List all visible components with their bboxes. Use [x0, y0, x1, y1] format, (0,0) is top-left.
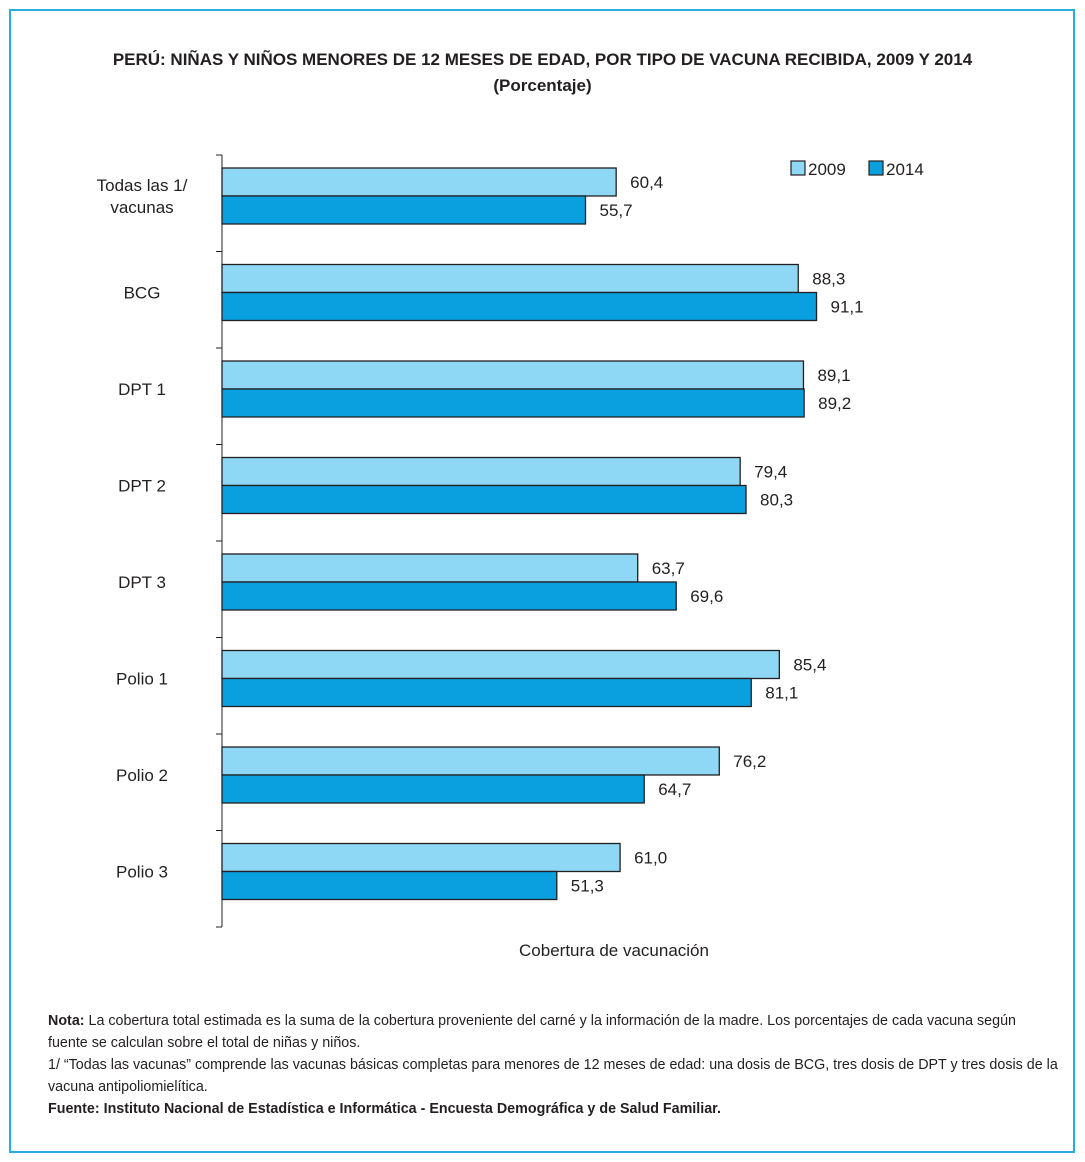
bar-2014 [221, 484, 747, 515]
legend-label-2009: 2009 [808, 160, 846, 179]
bar-2014 [221, 291, 818, 322]
data-label-2009: 60,4 [630, 173, 663, 192]
category-label: DPT 2 [118, 477, 166, 496]
legend-swatch-2014 [868, 160, 884, 176]
bar-2014 [221, 581, 677, 611]
data-label-2009: 79,4 [754, 463, 787, 482]
data-label-2009: 63,7 [652, 559, 685, 578]
data-label-2014: 64,7 [658, 780, 691, 799]
bar-2014 [221, 195, 587, 225]
nota-text: La cobertura total estimada es la suma d… [48, 1013, 1016, 1051]
data-label-2009: 89,1 [817, 366, 850, 385]
legend-swatch-2009 [790, 160, 806, 176]
nota-label: Nota: [48, 1013, 85, 1029]
data-label-2014: 80,3 [760, 491, 793, 510]
category-label: DPT 1 [118, 380, 166, 399]
x-axis-label: Cobertura de vacunación [519, 941, 709, 960]
data-label-2009: 88,3 [812, 270, 845, 289]
category-label: Polio 3 [116, 863, 168, 882]
category-label: Polio 2 [116, 766, 168, 785]
nota-paragraph: Nota: La cobertura total estimada es la … [48, 1010, 1058, 1054]
chart-subtitle: (Porcentaje) [493, 76, 592, 95]
bar-2009 [221, 649, 780, 680]
category-label: Polio 1 [116, 670, 168, 689]
bar-2009 [221, 746, 720, 776]
bar-2014 [221, 870, 558, 901]
data-label-2014: 55,7 [599, 201, 632, 220]
category-label: vacunas [110, 198, 173, 217]
data-label-2014: 51,3 [571, 877, 604, 896]
chart-frame [9, 9, 1075, 1153]
bar-2009 [221, 553, 639, 583]
bar-2009 [221, 263, 799, 294]
category-label: DPT 3 [118, 573, 166, 592]
bar-2014 [221, 677, 752, 708]
chart-title: PERÚ: NIÑAS Y NIÑOS MENORES DE 12 MESES … [112, 50, 973, 69]
data-label-2009: 61,0 [634, 849, 667, 868]
data-label-2014: 81,1 [765, 684, 798, 703]
bar-2009 [221, 167, 617, 197]
bar-2009 [221, 842, 621, 873]
data-label-2014: 89,2 [818, 394, 851, 413]
category-label: Todas las 1/ [97, 176, 188, 195]
data-label-2009: 85,4 [793, 656, 826, 675]
bar-chart: Todas las 1/vacunas 60,4 55,7 BCG 88,3 91,1 DP… [97, 154, 924, 960]
bar-2014 [221, 774, 645, 804]
bar-2009 [221, 456, 741, 487]
bar-2009 [221, 360, 805, 390]
legend-label-2014: 2014 [886, 160, 924, 179]
category-label: BCG [124, 284, 161, 303]
bar-2014 [221, 388, 805, 418]
notes-block: Nota: La cobertura total estimada es la … [48, 1010, 1058, 1120]
data-label-2014: 91,1 [831, 298, 864, 317]
footnote-text: 1/ “Todas las vacunas” comprende las vac… [48, 1057, 1058, 1095]
source-text: Fuente: Instituto Nacional de Estadístic… [48, 1101, 721, 1117]
data-label-2009: 76,2 [733, 752, 766, 771]
data-label-2014: 69,6 [690, 587, 723, 606]
